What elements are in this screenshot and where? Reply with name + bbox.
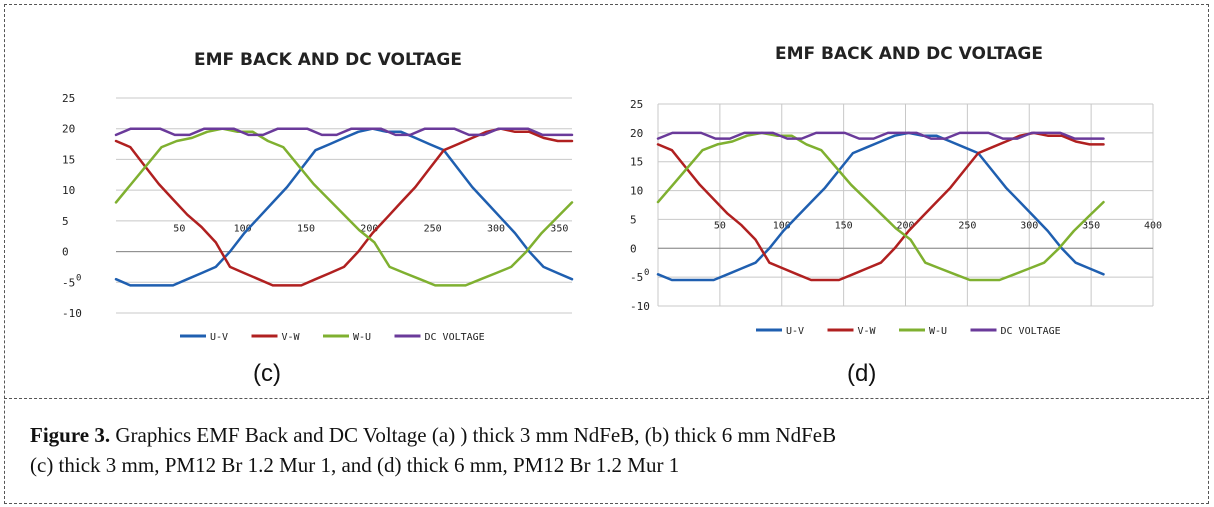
y-tick-label: 0: [62, 246, 69, 259]
legend-label: DC VOLTAGE: [425, 332, 485, 343]
x-tick-label: 300: [487, 224, 505, 235]
legend-label: DC VOLTAGE: [1001, 326, 1061, 337]
caption-label: Figure 3.: [30, 423, 111, 447]
y-tick-label: 5: [62, 215, 69, 228]
y-tick-label: 15: [62, 153, 75, 166]
legend-label: V-W: [858, 326, 877, 337]
series-line-v-w: [656, 131, 1105, 282]
series-line-u-v: [114, 127, 574, 287]
series-line-u-v: [656, 131, 1105, 282]
panel-label-d: (d): [847, 360, 877, 387]
x-tick-label: 250: [958, 220, 976, 231]
y-tick-label: -10: [62, 307, 82, 320]
x-tick-label: 250: [424, 224, 442, 235]
chart-title: EMF BACK AND DC VOLTAGE: [194, 50, 462, 70]
caption-line-1: Graphics EMF Back and DC Voltage (a) ) t…: [110, 423, 837, 447]
x-tick-label: 350: [1082, 220, 1100, 231]
origin-label: 0: [644, 268, 649, 278]
y-tick-label: 10: [62, 184, 75, 197]
y-tick-label: -5: [62, 276, 75, 289]
y-tick-label: 0: [630, 242, 637, 255]
y-tick-label: 20: [62, 123, 75, 136]
series-line-v-w: [114, 127, 574, 287]
x-tick-label: 100: [773, 220, 791, 231]
series-line-dc-voltage: [114, 127, 574, 137]
panel-label-c: (c): [253, 360, 281, 387]
x-tick-label: 200: [360, 224, 378, 235]
caption-divider: [4, 398, 1209, 399]
x-tick-label: 400: [1144, 220, 1162, 231]
legend-label: W-U: [929, 326, 947, 337]
figure-caption: Figure 3. Graphics EMF Back and DC Volta…: [30, 420, 1190, 480]
legend-label: V-W: [282, 332, 301, 343]
y-tick-label: 5: [630, 213, 637, 226]
caption-line-2: (c) thick 3 mm, PM12 Br 1.2 Mur 1, and (…: [30, 453, 680, 477]
x-tick-label: 200: [896, 220, 914, 231]
y-tick-label: 20: [630, 127, 643, 140]
legend-label: U-V: [210, 332, 228, 343]
x-tick-label: 150: [297, 224, 315, 235]
y-tick-label: 10: [630, 185, 643, 198]
y-tick-label: 25: [630, 98, 643, 111]
x-tick-label: 350: [550, 224, 568, 235]
series-line-w-u: [656, 131, 1105, 282]
y-tick-label: 15: [630, 156, 643, 169]
x-tick-label: 50: [173, 224, 185, 235]
figure-frame: [4, 4, 1209, 504]
y-tick-label: -10: [630, 300, 650, 313]
y-tick-label: 25: [62, 92, 75, 105]
series-line-dc-voltage: [656, 131, 1105, 140]
legend-label: W-U: [353, 332, 371, 343]
x-tick-label: 150: [835, 220, 853, 231]
x-tick-label: 300: [1020, 220, 1038, 231]
series-line-w-u: [114, 127, 574, 287]
x-tick-label: 100: [234, 224, 252, 235]
chart-title: EMF BACK AND DC VOLTAGE: [775, 44, 1043, 64]
x-tick-label: 50: [714, 220, 726, 231]
chart-panel-c: EMF BACK AND DC VOLTAGE 25 20 15 10 5 0 -5 -10 0…: [52, 40, 604, 360]
chart-panel-d: EMF BACK AND DC VOLTAGE 25 20 15 10 5 0 -5 -10 0…: [628, 36, 1190, 356]
y-tick-label: -5: [630, 271, 643, 284]
origin-label: 0: [76, 273, 81, 283]
legend-label: U-V: [786, 326, 804, 337]
